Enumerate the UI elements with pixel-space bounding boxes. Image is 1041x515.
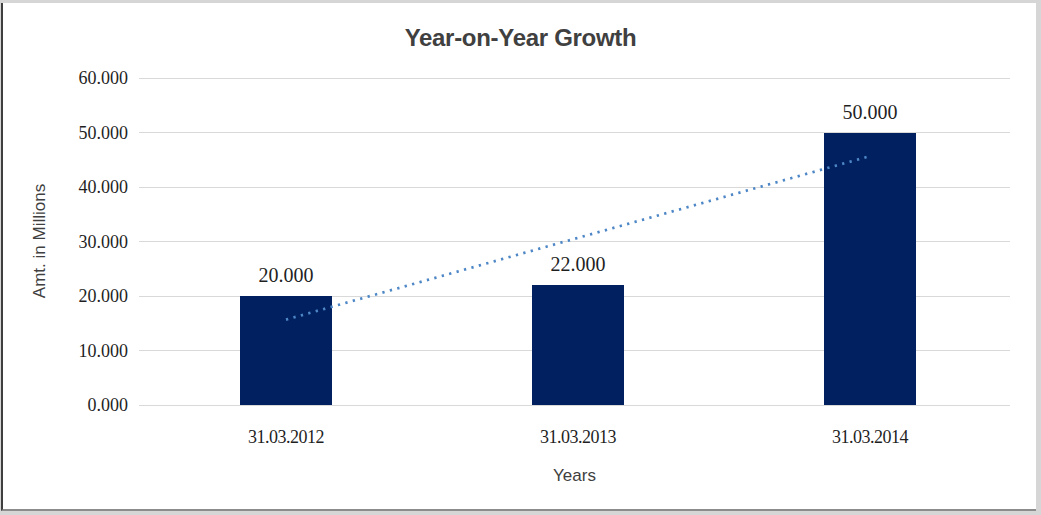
y-tick-label: 50.000 — [18, 122, 128, 144]
gridline-y-60 — [139, 78, 1010, 79]
x-category-label: 31.03.2012 — [196, 427, 376, 448]
chart-canvas: { "chart_data": { "type": "bar", "title"… — [0, 0, 1041, 515]
data-label: 20.000 — [216, 264, 356, 287]
data-label: 50.000 — [800, 101, 940, 124]
data-label: 22.000 — [508, 253, 648, 276]
y-tick-label: 0.000 — [18, 394, 128, 416]
bar-31.03.2012 — [240, 296, 332, 405]
x-category-label: 31.03.2014 — [780, 427, 960, 448]
y-tick-label: 60.000 — [18, 67, 128, 89]
x-axis-title: Years — [139, 466, 1010, 486]
x-category-label: 31.03.2013 — [488, 427, 668, 448]
chart-title: Year-on-Year Growth — [0, 24, 1041, 52]
y-tick-label: 10.000 — [18, 340, 128, 362]
bar-31.03.2014 — [824, 133, 916, 406]
y-tick-label: 40.000 — [18, 176, 128, 198]
chart-frame: Year-on-Year Growth Amt. in Millions Yea… — [1, 3, 1036, 511]
bar-31.03.2013 — [532, 285, 624, 405]
y-tick-label: 20.000 — [18, 285, 128, 307]
chart-plot-container: Year-on-Year Growth Amt. in Millions Yea… — [0, 0, 1041, 515]
y-tick-label: 30.000 — [18, 231, 128, 253]
